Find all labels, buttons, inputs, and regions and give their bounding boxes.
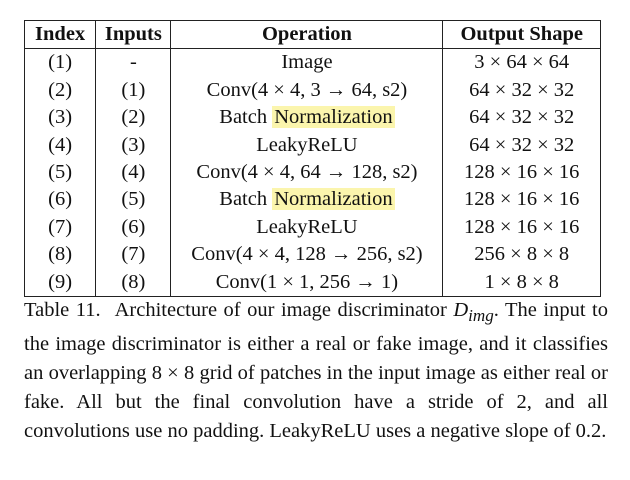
operation-text: LeakyReLU bbox=[256, 133, 358, 156]
row-output-shape: 3 × 64 × 64 bbox=[442, 48, 601, 77]
row-operation: Conv(4 × 4, 3 → 64, s2) bbox=[170, 76, 444, 105]
row-index: (9) bbox=[23, 268, 97, 297]
row-index: (2) bbox=[23, 76, 97, 105]
row-inputs: (3) bbox=[95, 131, 172, 160]
row-operation: Batch Normalization bbox=[170, 104, 444, 132]
header-output-shape: Output Shape bbox=[442, 20, 601, 49]
row-index: (5) bbox=[23, 159, 97, 187]
row-index: (1) bbox=[23, 48, 97, 77]
operation-text: Conv(4 × 4, 64 → 128, s2) bbox=[196, 161, 418, 184]
architecture-table: Index Inputs Operation Output Shape (1) -… bbox=[23, 20, 601, 297]
header-index: Index bbox=[23, 20, 97, 49]
caption-text-start: Architecture of our image discriminator bbox=[114, 299, 454, 321]
row-output-shape: 128 × 16 × 16 bbox=[442, 213, 601, 242]
operation-text: Conv(1 × 1, 256 → 1) bbox=[215, 270, 399, 293]
operation-text: Conv(4 × 4, 128 → 256, s2) bbox=[191, 243, 423, 266]
operation-text: LeakyReLU bbox=[256, 215, 358, 238]
row-operation: Conv(4 × 4, 64 → 128, s2) bbox=[170, 159, 444, 187]
row-output-shape: 64 × 32 × 32 bbox=[442, 131, 601, 160]
table-row: (2) (1) Conv(4 × 4, 3 → 64, s2) 64 × 32 × 3… bbox=[23, 76, 601, 105]
row-output-shape: 64 × 32 × 32 bbox=[442, 104, 601, 132]
row-index: (3) bbox=[23, 104, 97, 132]
row-inputs: (8) bbox=[95, 268, 172, 297]
table-caption: Table 11. Architecture of our image discr… bbox=[24, 296, 608, 446]
operation-text: Batch bbox=[219, 106, 273, 129]
table-row: (6) (5) Batch Normalization 128 × 16 × 16 bbox=[23, 186, 601, 214]
operation-text: Batch bbox=[219, 188, 273, 211]
operation-text: Conv(4 × 4, 3 → 64, s2) bbox=[206, 78, 408, 101]
caption-text-end: . The input to the image discriminator i… bbox=[24, 299, 608, 443]
row-output-shape: 1 × 8 × 8 bbox=[442, 268, 601, 297]
operation-text: Image bbox=[281, 51, 333, 74]
row-operation: Conv(1 × 1, 256 → 1) bbox=[170, 268, 444, 297]
row-inputs: (6) bbox=[95, 213, 172, 242]
header-inputs: Inputs bbox=[95, 20, 172, 49]
row-index: (8) bbox=[23, 241, 97, 269]
table-body: (1) - Image 3 × 64 × 64 (2) (1) Conv(4 × 4, 3 … bbox=[23, 48, 601, 297]
highlighted-text: Normalization bbox=[272, 188, 395, 211]
row-inputs: (5) bbox=[95, 186, 172, 214]
row-index: (7) bbox=[23, 213, 97, 242]
highlighted-text: Normalization bbox=[272, 106, 395, 129]
row-inputs: (1) bbox=[95, 76, 172, 105]
row-operation: LeakyReLU bbox=[170, 131, 444, 160]
row-operation: Image bbox=[170, 48, 444, 77]
row-operation: LeakyReLU bbox=[170, 213, 444, 242]
row-index: (4) bbox=[23, 131, 97, 160]
caption-math-symbol: D bbox=[453, 299, 469, 321]
row-output-shape: 256 × 8 × 8 bbox=[442, 241, 601, 269]
table-row: (1) - Image 3 × 64 × 64 bbox=[23, 48, 601, 77]
row-index: (6) bbox=[23, 186, 97, 214]
row-operation: Conv(4 × 4, 128 → 256, s2) bbox=[170, 241, 444, 269]
row-inputs: (7) bbox=[95, 241, 172, 269]
table-row: (8) (7) Conv(4 × 4, 128 → 256, s2) 256 × 8 … bbox=[23, 241, 601, 269]
table-row: (4) (3) LeakyReLU 64 × 32 × 32 bbox=[23, 131, 601, 160]
table-row: (7) (6) LeakyReLU 128 × 16 × 16 bbox=[23, 213, 601, 242]
table-header-row: Index Inputs Operation Output Shape bbox=[23, 20, 601, 49]
caption-math-subscript: img bbox=[468, 306, 494, 326]
row-inputs: - bbox=[95, 48, 172, 77]
header-operation: Operation bbox=[170, 20, 444, 49]
row-inputs: (4) bbox=[95, 159, 172, 187]
caption-label: Table 11. bbox=[24, 299, 101, 321]
row-operation: Batch Normalization bbox=[170, 186, 444, 214]
row-output-shape: 128 × 16 × 16 bbox=[442, 186, 601, 214]
table-row: (9) (8) Conv(1 × 1, 256 → 1) 1 × 8 × 8 bbox=[23, 268, 601, 297]
table-row: (5) (4) Conv(4 × 4, 64 → 128, s2) 128 × 16 … bbox=[23, 159, 601, 187]
row-output-shape: 64 × 32 × 32 bbox=[442, 76, 601, 105]
row-inputs: (2) bbox=[95, 104, 172, 132]
table-row: (3) (2) Batch Normalization 64 × 32 × 32 bbox=[23, 104, 601, 132]
row-output-shape: 128 × 16 × 16 bbox=[442, 159, 601, 187]
